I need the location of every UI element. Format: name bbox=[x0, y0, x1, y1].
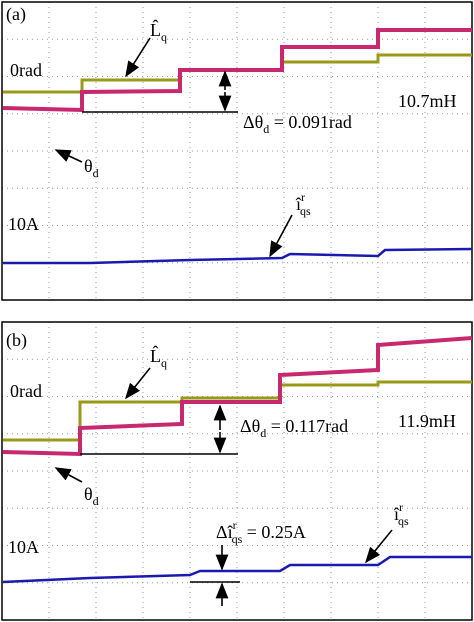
arrow bbox=[364, 529, 393, 564]
panel-label: (a) bbox=[6, 4, 26, 25]
panel-frame bbox=[1, 1, 473, 301]
zero-label: 0rad bbox=[10, 381, 42, 401]
inductance: 10.7mH bbox=[398, 91, 457, 111]
theta-trace bbox=[2, 336, 473, 457]
current-trace bbox=[2, 555, 472, 584]
current-scale: 10A bbox=[8, 214, 39, 234]
l-label: L̂q bbox=[150, 19, 167, 44]
l-label: L̂q bbox=[150, 345, 167, 370]
delta-current: Δîr qs = 0.25A bbox=[216, 518, 306, 546]
theta-label: θd bbox=[84, 484, 99, 508]
zero-label: 0rad bbox=[10, 60, 42, 80]
arrow bbox=[125, 367, 151, 400]
panel-a: (a) L̂q 0rad 10.7mH Δθd = 0.091rad θd îr… bbox=[1, 1, 473, 301]
arrow bbox=[125, 37, 151, 78]
current-label: îr qs bbox=[393, 500, 409, 528]
theta-label: θd bbox=[84, 156, 99, 180]
current-label: îr qs bbox=[295, 190, 311, 218]
l-trace bbox=[3, 53, 472, 94]
arrow bbox=[54, 149, 83, 163]
panel-b: (b) L̂q 0rad 11.9mH Δθd = 0.117rad θd Δî… bbox=[1, 321, 473, 621]
panel-frame bbox=[1, 321, 473, 621]
theta-trace bbox=[2, 28, 472, 113]
l-trace bbox=[3, 380, 472, 442]
current-scale: 10A bbox=[8, 537, 39, 557]
inductance: 11.9mH bbox=[398, 411, 456, 431]
current-trace bbox=[3, 247, 473, 265]
arrow bbox=[269, 214, 293, 258]
arrow bbox=[54, 467, 83, 483]
delta-theta: Δθd = 0.091rad bbox=[243, 112, 352, 136]
delta-theta: Δθd = 0.117rad bbox=[240, 416, 348, 440]
panel-label: (b) bbox=[6, 330, 27, 351]
